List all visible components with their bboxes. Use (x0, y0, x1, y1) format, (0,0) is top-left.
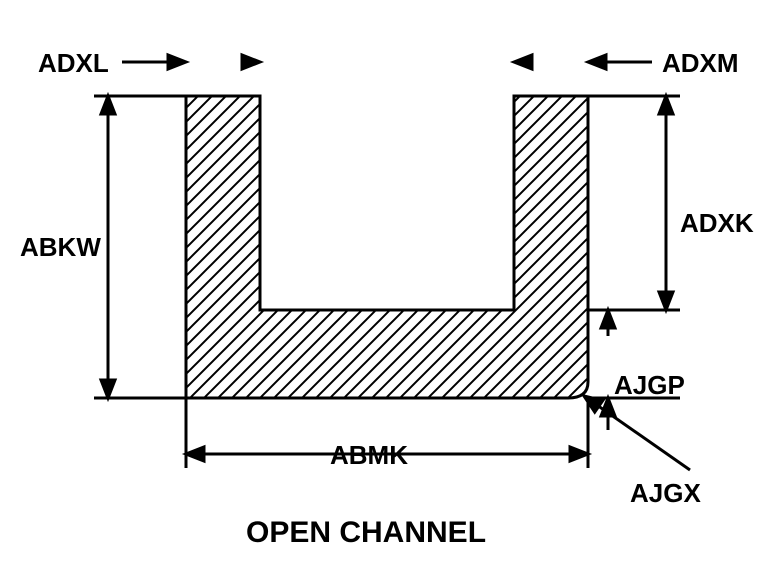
dimension-lines (94, 55, 690, 470)
channel-cross-section (186, 96, 588, 398)
label-ajgx: AJGX (630, 478, 701, 509)
diagram-title: OPEN CHANNEL (246, 516, 486, 550)
label-adxl: ADXL (38, 48, 109, 79)
label-ajgp: AJGP (614, 370, 685, 401)
label-adxm: ADXM (662, 48, 739, 79)
label-abmk: ABMK (330, 440, 408, 471)
label-adxk: ADXK (680, 208, 754, 239)
label-abkw: ABKW (20, 232, 101, 263)
